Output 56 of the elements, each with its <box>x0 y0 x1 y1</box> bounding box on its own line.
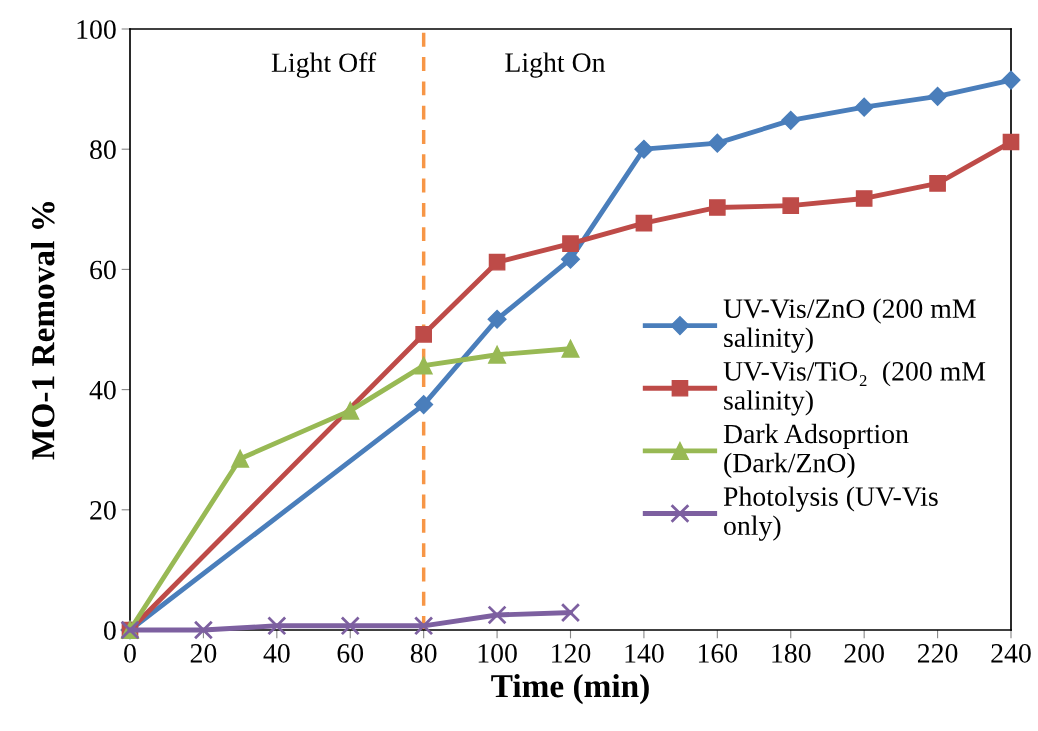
legend-label: UV-Vis/ZnO (200 mM salinity) <box>723 298 976 353</box>
x-tick-label: 60 <box>337 644 364 663</box>
point <box>707 133 727 153</box>
point <box>414 356 433 375</box>
point <box>1001 70 1021 90</box>
y-tick-label: 20 <box>90 500 116 520</box>
point <box>562 235 579 252</box>
annotation: Light Off <box>271 52 377 78</box>
point <box>855 190 873 207</box>
legend-label: UV-Vis/TiO₂ (200 mM salinity) <box>723 361 986 416</box>
point <box>929 175 946 192</box>
x-tick-label: 180 <box>772 644 811 663</box>
y-tick-label: 0 <box>103 621 116 640</box>
point <box>414 395 434 415</box>
x-tick-label: 120 <box>552 644 591 663</box>
x-tick-label: 160 <box>698 644 738 663</box>
x-tick-label: 40 <box>263 644 290 663</box>
point <box>560 602 581 623</box>
x-tick-label: 80 <box>410 644 437 663</box>
y-tick-label: 100 <box>77 20 116 39</box>
x-tick-label: 0 <box>124 644 136 663</box>
point <box>267 616 287 636</box>
y-axis-title: MO-1 Removal % <box>31 202 55 460</box>
point <box>634 139 654 159</box>
point <box>193 620 214 640</box>
legend-label: Photolysis (UV-Vis only) <box>723 486 938 541</box>
x-axis-title: Time (min) <box>491 673 649 705</box>
x-tick-label: 140 <box>625 644 664 663</box>
x-tick-label: 200 <box>844 644 884 663</box>
point <box>341 401 360 420</box>
annotation: Light On <box>505 52 606 78</box>
point <box>561 339 580 358</box>
point <box>708 199 726 216</box>
point <box>928 86 948 106</box>
x-tick-label: 20 <box>190 644 217 663</box>
point <box>1002 133 1020 151</box>
legend-label: Dark Adsoprtion (Dark/ZnO) <box>723 423 909 479</box>
point <box>487 605 507 625</box>
point <box>413 616 434 636</box>
point <box>635 214 653 232</box>
point <box>340 616 360 636</box>
point <box>231 449 250 468</box>
point <box>781 110 801 130</box>
point <box>488 345 507 364</box>
point <box>488 253 506 271</box>
y-tick-label: 60 <box>90 260 116 280</box>
y-tick-label: 40 <box>89 380 116 400</box>
point <box>560 249 581 269</box>
y-tick-label: 80 <box>90 140 116 160</box>
point <box>415 325 433 343</box>
point <box>782 197 800 215</box>
point <box>487 309 507 329</box>
x-tick-label: 240 <box>991 644 1031 663</box>
x-tick-label: 220 <box>917 644 958 663</box>
x-tick-label: 100 <box>478 644 517 663</box>
point <box>854 97 874 117</box>
